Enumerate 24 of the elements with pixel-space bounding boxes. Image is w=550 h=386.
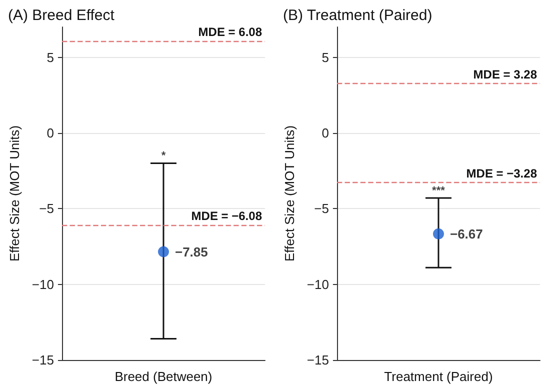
- y-tick-label: −15: [32, 352, 54, 368]
- y-tick-label: 0: [46, 125, 54, 140]
- data-label: −6.67: [450, 226, 483, 242]
- data-label: −7.85: [174, 244, 208, 260]
- y-tick-label: −10: [32, 276, 54, 292]
- annotation: *: [161, 150, 166, 162]
- y-axis-title: Effect Size (MOT Units): [7, 125, 22, 262]
- y-tick-label: 5: [46, 50, 54, 65]
- x-tick-label: Breed (Between): [114, 369, 212, 384]
- y-axis-title: Effect Size (MOT Units): [282, 125, 297, 262]
- chart-title: (A) Breed Effect: [8, 7, 116, 24]
- chart-title: (B) Treatment (Paired): [283, 7, 432, 24]
- y-tick-label: 5: [322, 50, 329, 65]
- x-tick-label: Treatment (Paired): [384, 369, 493, 384]
- annotation: ***: [432, 185, 446, 198]
- ref-line-label: MDE = 3.28: [473, 67, 538, 82]
- y-tick-label: −5: [39, 201, 54, 216]
- y-tick-label: −15: [306, 352, 329, 368]
- ref-line-label: MDE = −6.08: [191, 208, 262, 223]
- ref-line-label: MDE = 6.08: [198, 24, 262, 39]
- y-tick-label: 0: [322, 125, 329, 140]
- y-tick-label: −5: [314, 201, 329, 216]
- ref-line-label: MDE = −3.28: [466, 166, 538, 181]
- y-tick-label: −10: [306, 276, 329, 292]
